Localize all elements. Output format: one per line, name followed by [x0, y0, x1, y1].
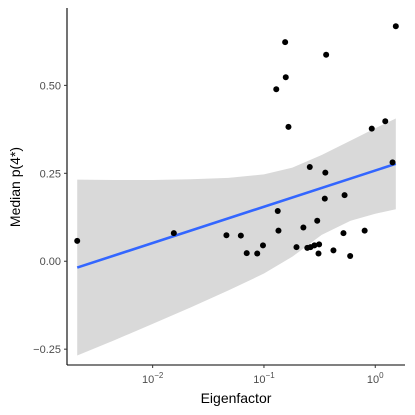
confidence-band-layer — [77, 118, 396, 356]
data-point-30 — [368, 125, 375, 132]
y-tick-label-1: 0.00 — [40, 256, 61, 268]
data-point-19 — [314, 217, 321, 224]
x-tick-label-0: 10−2 — [142, 371, 164, 386]
confidence-band — [77, 118, 396, 356]
data-point-25 — [330, 247, 337, 254]
x-tick-exponent-1: −1 — [266, 371, 276, 380]
data-point-4 — [243, 250, 250, 257]
data-points-layer — [74, 23, 399, 259]
data-point-26 — [340, 230, 347, 237]
data-point-6 — [259, 242, 266, 249]
x-tick-label-2: 100 — [367, 371, 384, 386]
data-point-31 — [382, 118, 389, 125]
x-tick-exponent-2: 0 — [379, 371, 384, 380]
y-axis-title: Median p(4*) — [7, 147, 23, 227]
data-point-9 — [275, 227, 282, 234]
x-axis-title: Eigenfactor — [201, 390, 272, 406]
x-tick-base-1: 10 — [253, 374, 265, 386]
x-tick-exponent-0: −2 — [154, 371, 164, 380]
data-point-10 — [282, 39, 289, 46]
data-point-11 — [282, 74, 289, 81]
x-tick-base-2: 10 — [367, 374, 379, 386]
fit-line — [76, 162, 397, 269]
data-point-3 — [237, 232, 244, 239]
y-tick-label-0: −0.25 — [33, 344, 61, 356]
data-point-22 — [321, 195, 328, 202]
data-point-27 — [341, 192, 348, 199]
data-point-2 — [223, 232, 230, 239]
x-ticks-layer: 10−2 10−1 100 — [142, 365, 384, 386]
data-point-14 — [300, 224, 307, 231]
data-point-12 — [285, 123, 292, 130]
axes-layer — [66, 8, 405, 366]
x-tick-label-1: 10−1 — [253, 371, 275, 386]
fit-line-layer — [76, 162, 397, 269]
data-point-13 — [293, 244, 300, 251]
data-point-20 — [315, 250, 322, 257]
data-point-0 — [74, 237, 81, 244]
data-point-7 — [273, 86, 280, 93]
data-point-5 — [254, 250, 261, 257]
data-point-28 — [347, 252, 354, 259]
data-point-23 — [322, 169, 329, 176]
data-point-21 — [316, 241, 323, 248]
data-point-8 — [274, 207, 281, 214]
data-point-24 — [323, 51, 330, 58]
y-ticks-layer: −0.25 0.00 0.25 0.50 — [33, 80, 67, 356]
data-point-33 — [392, 23, 399, 30]
x-tick-base-0: 10 — [142, 374, 154, 386]
data-point-16 — [306, 163, 313, 170]
y-tick-label-3: 0.50 — [40, 80, 61, 92]
data-point-18 — [311, 242, 318, 249]
y-tick-label-2: 0.25 — [40, 168, 61, 180]
data-point-1 — [170, 230, 177, 237]
data-point-32 — [389, 159, 396, 166]
data-point-29 — [361, 227, 368, 234]
